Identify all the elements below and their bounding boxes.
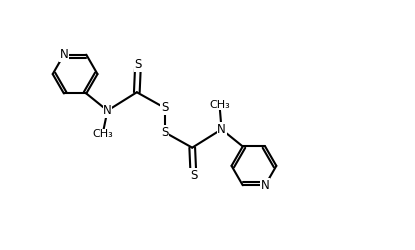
- Text: CH₃: CH₃: [209, 100, 230, 110]
- Text: S: S: [161, 101, 168, 114]
- Text: N: N: [261, 179, 269, 192]
- Text: CH₃: CH₃: [92, 129, 113, 139]
- Text: N: N: [103, 104, 112, 117]
- Text: N: N: [59, 48, 68, 61]
- Text: S: S: [161, 126, 168, 139]
- Text: S: S: [190, 169, 197, 182]
- Text: S: S: [134, 58, 142, 71]
- Text: N: N: [217, 123, 226, 136]
